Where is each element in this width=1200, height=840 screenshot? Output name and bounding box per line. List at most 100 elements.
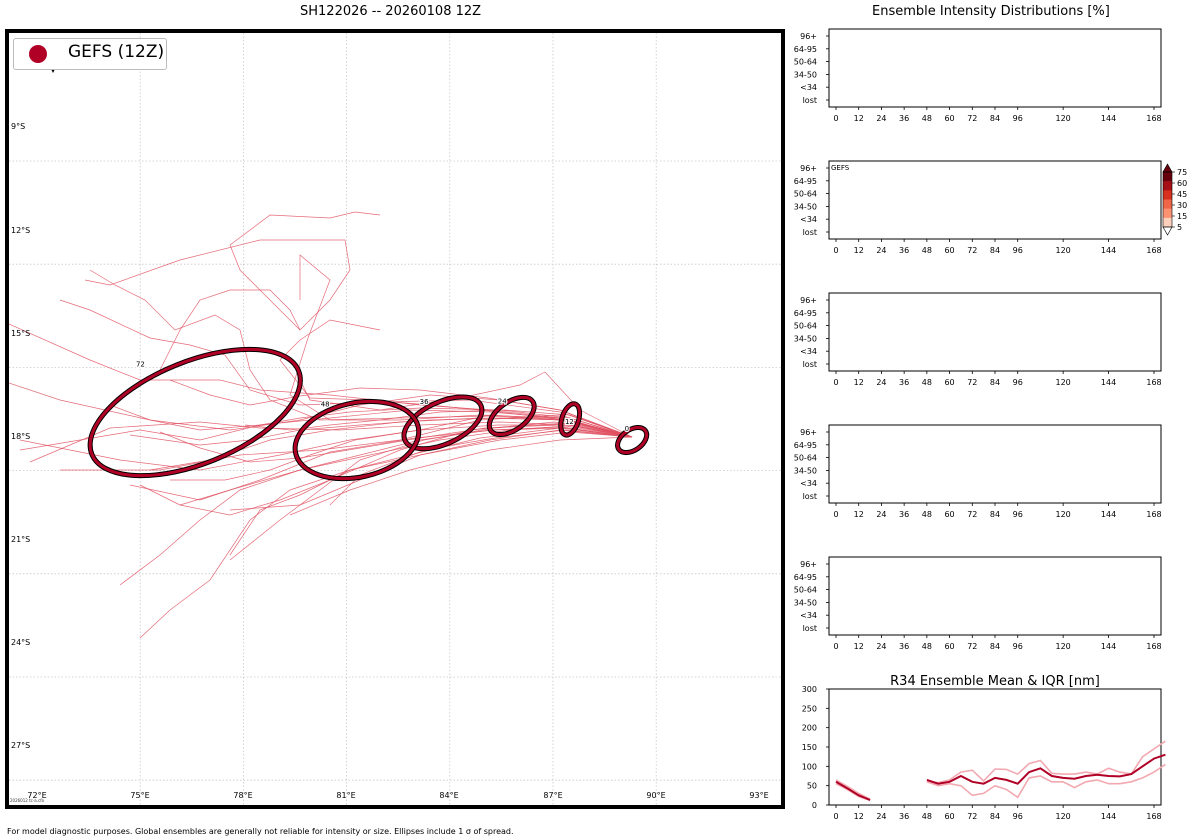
y-tick-label: <34 xyxy=(800,347,817,356)
ensemble-track xyxy=(119,426,633,586)
x-tick-label: 144 xyxy=(1101,510,1116,519)
x-tick-label: 48 xyxy=(922,378,932,387)
x-tick-label: 144 xyxy=(1101,114,1116,123)
r34-iqr-line xyxy=(835,779,871,800)
ensemble-track xyxy=(109,404,633,438)
x-tick-label: 48 xyxy=(922,114,932,123)
r34-title: R34 Ensemble Mean & IQR [nm] xyxy=(890,674,1100,689)
legend-label: GEFS (12Z) xyxy=(68,42,165,62)
x-tick-label: 24 xyxy=(876,114,886,123)
x-tick-label: 12 xyxy=(854,642,864,651)
x-tick-label: 144 xyxy=(1101,642,1116,651)
x-tick-label: 48 xyxy=(922,246,932,255)
ensemble-track xyxy=(289,254,633,438)
x-tick-label: 168 xyxy=(1146,378,1161,387)
r34-x-tick-label: 12 xyxy=(854,812,864,821)
map-title: SH122026 -- 20260108 12Z xyxy=(300,4,482,19)
x-tick-label: 120 xyxy=(1056,642,1071,651)
colorbar-segment xyxy=(1163,172,1172,182)
ellipse-hour-label: 12 xyxy=(565,418,574,426)
r34-mean-line xyxy=(926,753,1166,785)
ensemble-track xyxy=(9,323,633,438)
y-tick-label: 50-64 xyxy=(794,454,817,463)
x-tick-label: 60 xyxy=(944,642,954,651)
x-tick-label: 36 xyxy=(899,114,909,123)
x-tick-label: 144 xyxy=(1101,246,1116,255)
lat-label: 12°S xyxy=(11,226,31,235)
colorbar-segment xyxy=(1163,208,1172,219)
r34-y-tick-label: 50 xyxy=(807,782,817,791)
lon-label: 84°E xyxy=(439,791,459,800)
legend-pointer-icon xyxy=(51,69,55,73)
y-tick-label: 64-95 xyxy=(794,441,817,450)
x-tick-label: 24 xyxy=(876,510,886,519)
ensemble-track xyxy=(329,429,633,506)
x-tick-label: 120 xyxy=(1056,246,1071,255)
lon-label: 78°E xyxy=(233,791,253,800)
colorbar-tick-label: 60 xyxy=(1177,179,1187,188)
y-tick-label: <34 xyxy=(800,215,817,224)
lon-label: 81°E xyxy=(336,791,356,800)
x-tick-label: 0 xyxy=(833,642,838,651)
x-tick-label: 36 xyxy=(899,510,909,519)
x-tick-label: 72 xyxy=(967,510,977,519)
y-tick-label: 96+ xyxy=(800,560,817,569)
y-tick-label: 50-64 xyxy=(794,586,817,595)
map-canvas: 0 12 24 36 48 72 xyxy=(9,33,781,805)
x-tick-label: 0 xyxy=(833,246,838,255)
x-tick-label: 84 xyxy=(990,642,1000,651)
ensemble-track xyxy=(84,239,351,331)
y-tick-label: <34 xyxy=(800,479,817,488)
r34-x-tick-label: 84 xyxy=(990,812,1000,821)
lat-label: 9°S xyxy=(11,122,26,131)
spread-ellipse xyxy=(486,394,537,438)
x-tick-label: 12 xyxy=(854,246,864,255)
ensemble-track xyxy=(139,429,633,639)
r34-x-tick-label: 48 xyxy=(922,812,932,821)
panel-axes xyxy=(828,160,1162,240)
y-tick-label: 64-95 xyxy=(794,177,817,186)
x-tick-label: 36 xyxy=(899,246,909,255)
x-tick-label: 60 xyxy=(944,246,954,255)
ensemble-track xyxy=(179,424,633,506)
x-tick-label: 96 xyxy=(1013,510,1023,519)
y-tick-label: 34-50 xyxy=(794,334,817,343)
r34-y-tick-label: 200 xyxy=(802,724,817,733)
spread-ellipse-fill xyxy=(88,347,302,478)
spread-ellipse xyxy=(615,425,650,456)
colorbar-segment xyxy=(1163,217,1172,228)
y-tick-label: lost xyxy=(803,228,817,237)
ellipse-hour-label: 72 xyxy=(136,361,145,369)
r34-x-tick-label: 36 xyxy=(899,812,909,821)
r34-y-tick-label: 0 xyxy=(812,801,817,810)
colorbar-tick-label: 30 xyxy=(1177,201,1187,210)
gefs-panel-label: GEFS xyxy=(831,164,850,172)
spread-ellipse xyxy=(87,346,303,479)
lon-label: 90°E xyxy=(646,791,666,800)
colorbar-tick-label: 45 xyxy=(1177,190,1187,199)
colorbar-tick-label: 75 xyxy=(1177,168,1187,177)
x-tick-label: 168 xyxy=(1146,510,1161,519)
x-tick-label: 24 xyxy=(876,642,886,651)
track-map: 0 12 24 36 48 72 xyxy=(5,29,785,809)
y-tick-label: 50-64 xyxy=(794,322,817,331)
colorbar-segment xyxy=(1163,199,1172,209)
lon-label: 72°E xyxy=(27,791,47,800)
y-tick-label: <34 xyxy=(800,611,817,620)
y-tick-label: 64-95 xyxy=(794,309,817,318)
r34-y-tick-label: 150 xyxy=(802,743,817,752)
lat-label: 18°S xyxy=(11,432,31,441)
x-tick-label: 60 xyxy=(944,378,954,387)
ensemble-track xyxy=(159,424,633,463)
ensemble-track xyxy=(19,414,633,471)
r34-x-tick-label: 168 xyxy=(1146,812,1161,821)
y-tick-label: lost xyxy=(803,360,817,369)
x-tick-label: 36 xyxy=(899,642,909,651)
y-tick-label: lost xyxy=(803,492,817,501)
legend-marker-icon xyxy=(29,45,47,63)
ellipse-hour-label: 24 xyxy=(498,397,507,405)
ensemble-track xyxy=(170,424,633,481)
r34-axes xyxy=(828,688,1162,806)
x-tick-label: 60 xyxy=(944,510,954,519)
y-tick-label: 96+ xyxy=(800,32,817,41)
